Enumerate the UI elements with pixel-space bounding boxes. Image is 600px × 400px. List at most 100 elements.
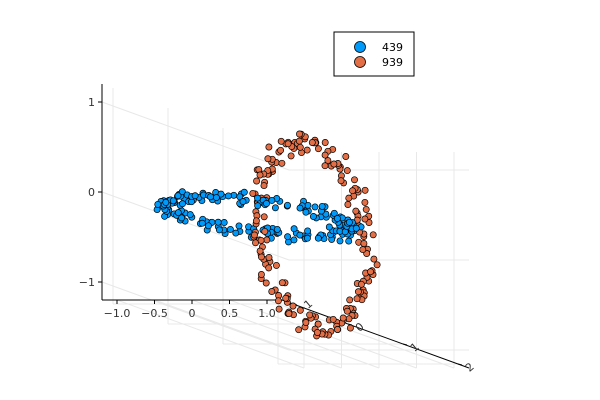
y-tick-label: 2	[463, 360, 477, 374]
point-939	[373, 261, 381, 269]
point-439	[268, 196, 276, 204]
point-439	[345, 237, 353, 245]
point-939	[295, 137, 303, 145]
point-939	[256, 247, 264, 255]
y-tick-mark	[402, 343, 408, 346]
point-439	[296, 231, 304, 239]
point-439	[239, 198, 247, 206]
point-939	[257, 236, 265, 244]
grid-line	[101, 101, 290, 171]
point-939	[265, 254, 273, 261]
point-939	[361, 215, 369, 223]
x-tick-label: −1.0	[104, 307, 131, 320]
point-939	[367, 268, 374, 276]
point-939	[306, 311, 314, 319]
z-tick-label: 1	[88, 96, 95, 109]
point-939	[369, 231, 377, 239]
point-939	[360, 240, 368, 247]
point-939	[295, 326, 303, 334]
y-tick-mark	[457, 363, 463, 366]
point-439	[215, 226, 223, 234]
point-939	[268, 288, 276, 295]
point-439	[309, 213, 317, 220]
x-tick-label: 0.5	[221, 307, 239, 320]
point-939	[302, 319, 310, 326]
point-439	[220, 219, 228, 226]
point-439	[311, 203, 319, 211]
point-939	[349, 187, 356, 195]
point-939	[329, 315, 337, 323]
point-939	[346, 324, 354, 332]
point-939	[342, 153, 350, 160]
point-939	[251, 231, 258, 239]
point-939	[361, 198, 369, 206]
grid-line	[101, 281, 290, 351]
point-439	[212, 194, 220, 202]
point-939	[278, 279, 286, 287]
point-439	[235, 222, 243, 230]
point-939	[249, 189, 257, 197]
point-939	[321, 139, 329, 146]
point-939	[303, 146, 311, 154]
point-439	[352, 224, 360, 232]
point-939	[282, 294, 290, 302]
point-439	[333, 215, 341, 222]
point-939	[362, 205, 370, 213]
point-439	[186, 211, 194, 219]
point-439	[174, 192, 182, 200]
grid-line	[154, 299, 342, 369]
point-939	[287, 152, 295, 160]
point-939	[343, 307, 351, 315]
point-939	[296, 130, 303, 138]
point-939	[296, 306, 304, 314]
point-939	[308, 139, 316, 146]
x-tick-label: −0.5	[141, 307, 168, 320]
legend-marker-439	[354, 41, 366, 53]
point-939	[352, 207, 360, 215]
point-939	[345, 194, 353, 202]
point-439	[174, 209, 182, 217]
point-939	[262, 279, 270, 287]
point-439	[178, 188, 186, 196]
point-939	[343, 167, 351, 175]
point-439	[345, 218, 353, 226]
point-439	[179, 200, 186, 208]
point-939	[314, 320, 322, 328]
point-939	[277, 146, 285, 154]
point-939	[265, 264, 273, 272]
x-tick-label: 1.0	[258, 307, 276, 320]
point-439	[302, 208, 310, 216]
point-439	[273, 225, 281, 233]
point-439	[263, 200, 270, 207]
point-939	[257, 253, 265, 261]
legend-label-439: 439	[382, 41, 403, 54]
point-439	[224, 192, 232, 200]
point-439	[169, 197, 177, 205]
legend-marker-939	[354, 56, 366, 68]
point-439	[240, 188, 248, 196]
grid-lines	[101, 88, 469, 369]
point-439	[336, 237, 344, 245]
point-939	[265, 143, 273, 151]
point-939	[275, 305, 283, 313]
point-939	[260, 182, 268, 190]
point-939	[344, 201, 352, 208]
point-439	[217, 190, 225, 198]
point-439	[271, 204, 279, 212]
point-939	[334, 326, 341, 333]
point-939	[330, 160, 338, 168]
axes	[98, 84, 470, 369]
point-939	[313, 329, 321, 336]
x-tick-label: 0	[189, 307, 196, 320]
point-939	[257, 271, 265, 278]
point-939	[264, 155, 272, 163]
point-439	[284, 201, 291, 209]
point-939	[354, 288, 362, 296]
point-939	[321, 162, 329, 170]
point-939	[314, 145, 322, 153]
z-tick-label: −1	[79, 276, 95, 289]
point-939	[277, 137, 285, 145]
point-439	[162, 198, 170, 206]
point-439	[207, 193, 214, 201]
